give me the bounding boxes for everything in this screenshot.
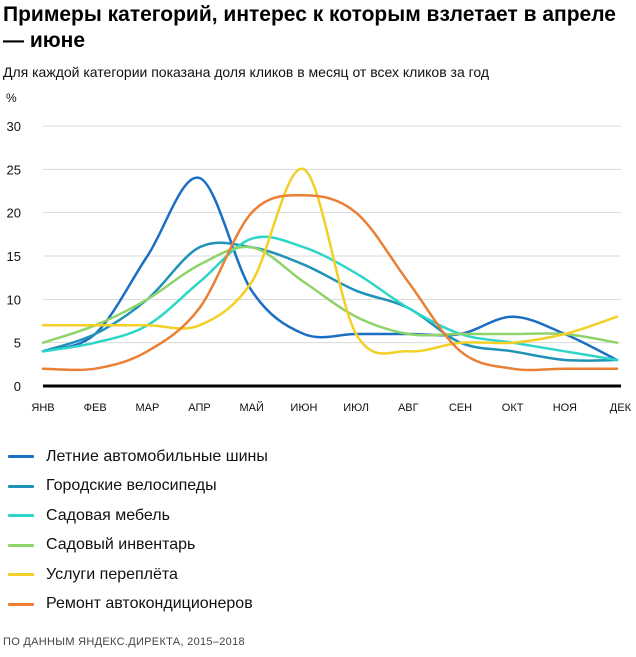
x-tick-label: АПР <box>188 402 210 414</box>
x-tick-label: НОЯ <box>553 402 577 414</box>
x-tick-labels: ЯНВ ФЕВ МАР АПР МАЙ ИЮН ИЮЛ АВГ СЕН ОКТ НОЯ ДЕК <box>31 401 631 414</box>
y-tick-label: 0 <box>14 379 21 394</box>
y-tick-labels: 0 5 10 15 20 25 30 <box>7 119 21 394</box>
legend-swatch <box>8 484 34 488</box>
y-tick-label: 5 <box>14 336 21 351</box>
legend-swatch <box>8 455 34 459</box>
y-tick-label: 10 <box>7 292 21 307</box>
y-tick-label: 20 <box>7 206 21 221</box>
legend-label: Летние автомобильные шины <box>46 447 268 465</box>
series-line-6 <box>41 194 619 372</box>
y-axis-unit-label: % <box>6 91 17 105</box>
legend-item: Услуги переплёта <box>0 560 268 590</box>
x-tick-label: ФЕВ <box>84 402 107 414</box>
x-tick-label: ИЮН <box>290 402 317 414</box>
legend-item: Городские велосипеды <box>0 472 268 502</box>
series-lines <box>41 167 619 372</box>
x-tick-label: ДЕК <box>610 402 632 414</box>
chart-title: Примеры категорий, интерес к которым взл… <box>3 3 616 52</box>
chart-subtitle: Для каждой категории показана доля клико… <box>3 64 490 80</box>
legend-swatch <box>8 573 34 577</box>
series-line-5 <box>41 167 619 355</box>
x-tick-label: МАР <box>135 402 159 414</box>
legend-item: Садовая мебель <box>0 501 268 531</box>
legend-item: Ремонт автокондиционеров <box>0 590 268 620</box>
y-tick-label: 30 <box>7 119 21 134</box>
gridlines <box>43 125 621 388</box>
series-line-1 <box>41 176 619 362</box>
legend: Летние автомобильные шины Городские велос… <box>0 442 268 619</box>
legend-label: Городские велосипеды <box>46 477 217 495</box>
legend-label: Садовый инвентарь <box>46 536 196 554</box>
legend-item: Садовый инвентарь <box>0 531 268 561</box>
legend-swatch <box>8 514 34 518</box>
legend-label: Услуги переплёта <box>46 565 178 583</box>
source-note: ПО ДАННЫМ ЯНДЕКС.ДИРЕКТА, 2015–2018 <box>3 636 245 648</box>
x-tick-label: МАЙ <box>240 401 264 414</box>
x-tick-label: ИЮЛ <box>343 402 369 414</box>
legend-swatch <box>8 602 34 606</box>
x-tick-label: ОКТ <box>502 402 524 414</box>
line-chart: 0 5 10 15 20 25 30 ЯНВ ФЕВ МАР АПР МАЙ ИЮН ИЮЛ АВГ СЕН… <box>7 119 632 414</box>
x-tick-label: ЯНВ <box>31 402 54 414</box>
y-tick-label: 15 <box>7 249 21 264</box>
series-line-4 <box>41 245 619 344</box>
y-tick-label: 25 <box>7 162 21 177</box>
legend-item: Летние автомобильные шины <box>0 442 268 472</box>
x-tick-label: СЕН <box>449 402 472 414</box>
legend-label: Садовая мебель <box>46 506 170 524</box>
x-tick-label: АВГ <box>398 402 419 414</box>
legend-swatch <box>8 543 34 547</box>
legend-label: Ремонт автокондиционеров <box>46 595 253 613</box>
